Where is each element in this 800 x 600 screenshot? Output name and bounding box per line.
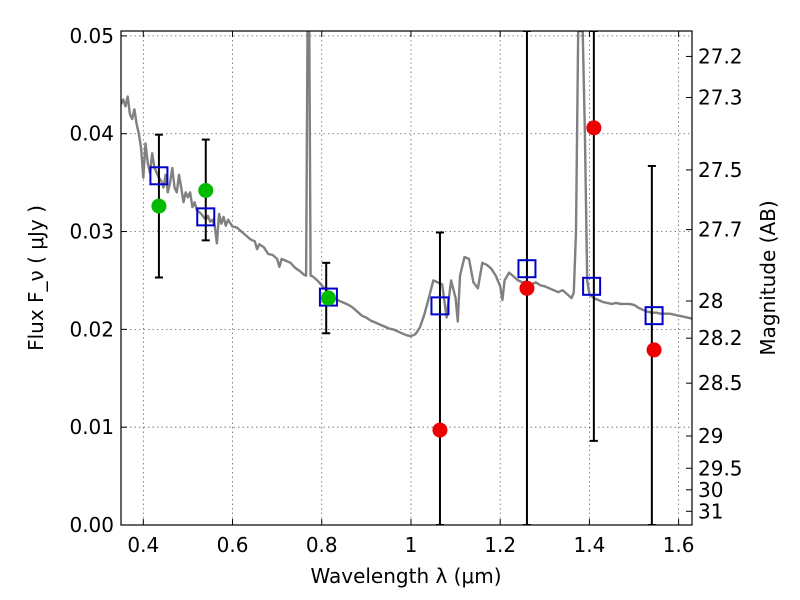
model-photometry-square [196,207,216,227]
data-layer [121,31,692,525]
detection-point [198,182,214,198]
right-tick-label: 27.5 [698,158,743,182]
y-tick-label: 0.01 [69,415,114,439]
plot-frame [120,30,693,526]
model-photometry-square [644,306,664,326]
axes: 0.4 0.6 0.8 1 1.2 1.4 1.6 0.00 0.01 0.02 0.03 0.04 0… [69,24,742,557]
right-tick-label: 27.3 [698,86,743,110]
y-axis-label: Flux F_ν ( μJy ) [24,205,48,351]
y-tick-label: 0.02 [69,317,114,341]
model-photometry-square [582,276,602,296]
x-tick-label: 1.6 [663,533,695,557]
x-tick-label: 1.4 [573,533,605,557]
right-tick-label: 29.5 [698,456,743,480]
right-tick-label: 27.2 [698,44,743,68]
x-tick-label: 1 [405,533,418,557]
right-tick-label: 30 [698,478,723,502]
x-axis-label: Wavelength λ (μm) [310,564,501,588]
right-tick-label: 28.2 [698,326,743,350]
y-tick-label: 0.04 [69,122,114,146]
non-detection-point [646,342,662,358]
right-tick-label: 31 [698,499,723,523]
y-tick-label: 0.03 [69,220,114,244]
y-tick-label: 0.05 [69,24,114,48]
detection-point [151,198,167,214]
model-photometry-square [149,166,169,186]
plot-background [121,31,692,525]
non-detection-point [586,120,602,136]
model-photometry-square [430,296,450,316]
x-tick-label: 1.2 [484,533,516,557]
non-detection-point [432,422,448,438]
non-detection-point [519,280,535,296]
x-tick-label: 0.6 [217,533,249,557]
x-tick-label: 0.4 [127,533,159,557]
x-tick-label: 0.8 [306,533,338,557]
model-spectrum-line [121,31,692,338]
right-tick-label: 28 [698,289,723,313]
y-right-axis-label: Magnitude (AB) [756,200,780,355]
right-tick-label: 28.5 [698,371,743,395]
y-tick-label: 0.00 [69,513,114,537]
right-tick-label: 27.7 [698,218,743,242]
detection-point [320,290,336,306]
model-photometry-square [318,287,338,307]
model-photometry-square [517,259,537,279]
right-tick-label: 29 [698,424,723,448]
